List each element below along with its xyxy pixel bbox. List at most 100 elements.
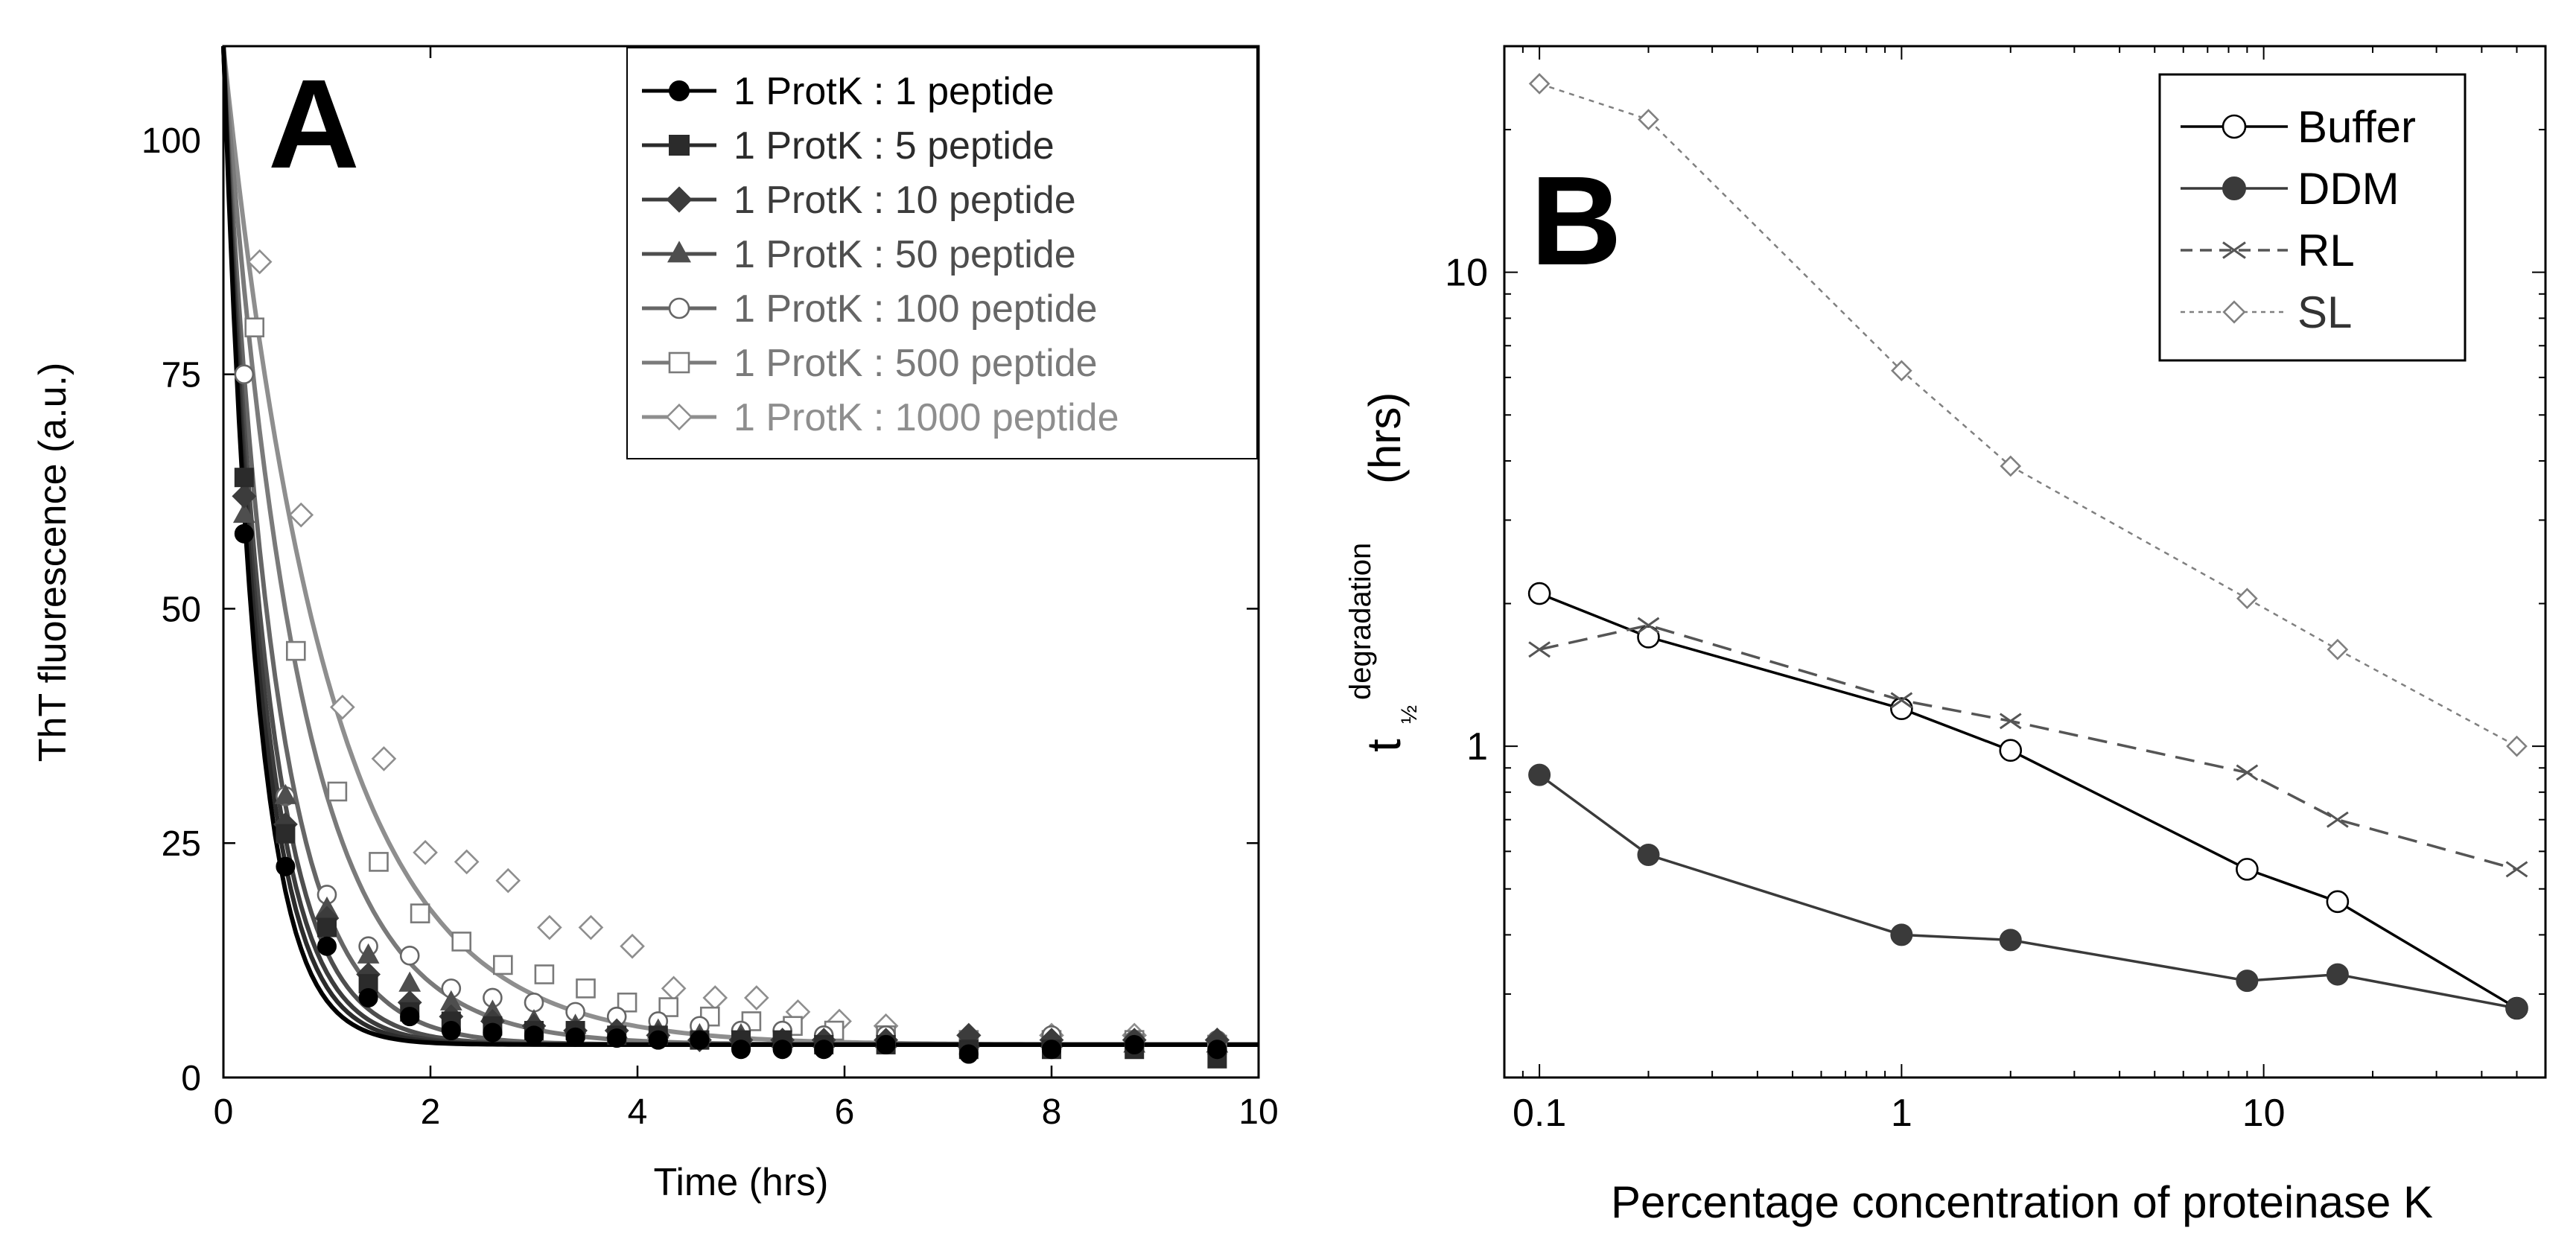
panel-a-data-point-series-5 — [244, 317, 265, 338]
panel-b-data-point-series-3 — [2000, 455, 2022, 477]
panel-a-y-tick-label: 50 — [162, 590, 201, 629]
panel-b-legend-marker-2 — [2222, 241, 2246, 259]
panel-a-data-point-series-4 — [524, 992, 544, 1013]
panel-b-data-point-series-1 — [2236, 970, 2259, 993]
panel-a-data-point-series-0 — [441, 1021, 461, 1041]
panel-a-data-point-series-0 — [1042, 1040, 1061, 1060]
panel-b-plot-frame — [1503, 45, 2547, 1079]
panel-a-y-tick-label: 0 — [181, 1059, 201, 1098]
panel-a-data-point-series-0 — [958, 1044, 979, 1064]
panel-b-legend-marker-0 — [2222, 114, 2247, 139]
panel-b-data-point-series-2 — [2236, 764, 2259, 781]
panel-b-data-point-series-1 — [1890, 923, 1913, 946]
panel-a-plot-frame — [222, 45, 1260, 1079]
panel-a-legend-marker-0 — [669, 80, 690, 101]
panel-a-data-point-series-0 — [524, 1025, 544, 1045]
panel-a-data-point-series-0 — [483, 1022, 503, 1042]
panel-a-data-point-series-6 — [537, 914, 562, 940]
panel-b-axes: 0.1 1 10 1 10 — [1445, 45, 2546, 1135]
panel-a-data-point-series-5 — [369, 852, 389, 872]
panel-a-x-tick-label: 8 — [1042, 1092, 1062, 1132]
panel-b-label: B — [1530, 150, 1622, 292]
panel-b-x-tick-label: 1 — [1891, 1092, 1912, 1135]
panel-a-data-point-series-0 — [876, 1034, 896, 1054]
panel-a-x-tick-label: 0 — [214, 1092, 234, 1132]
panel-b-x-axis-label: Percentage concentration of proteinase K — [1611, 1177, 2433, 1227]
panel-a-data-point-series-0 — [607, 1028, 627, 1048]
panel-a-data-point-series-0 — [731, 1040, 751, 1060]
panel-a-data-point-series-1 — [234, 468, 254, 488]
panel-a-data-point-series-6 — [495, 868, 521, 894]
panel-a-legend: 1 ProtK : 1 peptide 1 ProtK : 5 peptide 1 … — [626, 47, 1258, 459]
panel-b-data-point-series-1 — [1528, 763, 1551, 786]
panel-b-y-axis-label-superscript: degradation — [1344, 543, 1377, 700]
panel-a-data-point-series-0 — [690, 1030, 710, 1050]
panel-b-data-point-series-2 — [2505, 861, 2528, 878]
panel-a-data-point-series-5 — [327, 781, 348, 802]
panel-a-data-point-series-4 — [399, 946, 420, 966]
panel-a-data-point-series-3 — [232, 503, 255, 523]
panel-a-data-point-series-6 — [744, 985, 769, 1010]
panel-a-x-tick-label: 10 — [1238, 1092, 1278, 1132]
panel-b-x-tick-label: 0.1 — [1513, 1092, 1566, 1135]
panel-b-data-point-series-2 — [2327, 811, 2349, 828]
panel-b-data-point-series-1 — [2326, 963, 2349, 986]
panel-b-y-axis-label: t ½ degradation (hrs) — [1344, 392, 1422, 752]
panel-a-legend-box — [626, 47, 1258, 459]
panel-a-data-points — [232, 249, 1230, 1069]
panel-b-data-point-series-3 — [1891, 360, 1912, 382]
panel-b-data-point-series-3 — [2506, 735, 2528, 757]
panel-a-data-point-series-5 — [410, 903, 430, 923]
panel-a-label: A — [268, 54, 360, 195]
panel-a-data-point-series-6 — [578, 914, 604, 940]
panel-b-data-points — [1527, 73, 2528, 1020]
panel-a-data-point-series-3 — [274, 783, 297, 804]
panel-a-data-point-series-6 — [288, 502, 314, 528]
panel-b-y-axis-label-t: t — [1357, 739, 1411, 752]
panel-a-x-tick-label: 4 — [628, 1092, 648, 1132]
panel-b-legend-label-3: SL — [2297, 287, 2352, 337]
panel-a-legend-marker-5 — [668, 351, 690, 374]
panel-a-data-point-series-2 — [232, 483, 257, 509]
panel-b-data-point-series-0 — [1999, 739, 2023, 763]
panel-a-y-tick-label: 75 — [162, 356, 201, 395]
panel-b-legend-label-0: Buffer — [2297, 102, 2416, 152]
panel-a-data-point-series-6 — [454, 849, 480, 875]
panel-a-y-tick-label: 100 — [141, 121, 201, 161]
panel-a-data-point-series-0 — [814, 1040, 834, 1060]
panel-b-data-point-series-0 — [1527, 582, 1551, 605]
panel-a-legend-label-6: 1 ProtK : 1000 peptide — [734, 396, 1119, 439]
panel-a-data-point-series-6 — [330, 694, 355, 720]
panel-a-y-axis-label: ThT fluorescence (a.u.) — [31, 363, 74, 763]
panel-a-x-axis-label: Time (hrs) — [654, 1161, 829, 1204]
panel-a-legend-marker-6 — [665, 403, 693, 431]
panel-a-legend-label-3: 1 ProtK : 50 peptide — [734, 233, 1076, 276]
panel-b-data-point-series-1 — [1999, 929, 2022, 952]
panel-a-data-point-series-0 — [276, 856, 296, 876]
panel-b-y-axis-label-unit: (hrs) — [1360, 392, 1410, 484]
panel-b-data-point-series-2 — [1999, 713, 2022, 730]
panel-a-legend-label-0: 1 ProtK : 1 peptide — [734, 70, 1055, 113]
panel-a-x-tick-label: 2 — [421, 1092, 441, 1132]
panel-a-data-point-series-6 — [247, 249, 273, 275]
panel-a-legend-label-5: 1 ProtK : 500 peptide — [734, 342, 1098, 385]
panel-b-data-point-series-0 — [2326, 890, 2350, 914]
panel-a-x-tick-label: 6 — [835, 1092, 855, 1132]
panel-a-data-point-series-1 — [276, 824, 296, 844]
panel-a-data-point-series-0 — [358, 987, 378, 1008]
panel-b-data-point-series-3 — [2327, 638, 2349, 660]
panel-b-data-point-series-1 — [1637, 843, 1660, 866]
panel-a-data-point-series-1 — [317, 917, 337, 938]
panel-b-data-point-series-1 — [2505, 996, 2528, 1019]
panel-a-data-point-series-5 — [576, 978, 596, 999]
panel-b-y-axis-label-subscript: ½ — [1397, 705, 1422, 724]
panel-b-data-point-series-3 — [1638, 109, 1659, 130]
panel-a-data-point-series-5 — [451, 932, 472, 952]
panel-b-data-point-series-2 — [1528, 641, 1551, 658]
panel-b-legend-marker-1 — [2222, 176, 2246, 200]
panel-a-y-tick-label: 25 — [162, 824, 201, 864]
panel-b-data-point-series-3 — [2236, 588, 2258, 610]
